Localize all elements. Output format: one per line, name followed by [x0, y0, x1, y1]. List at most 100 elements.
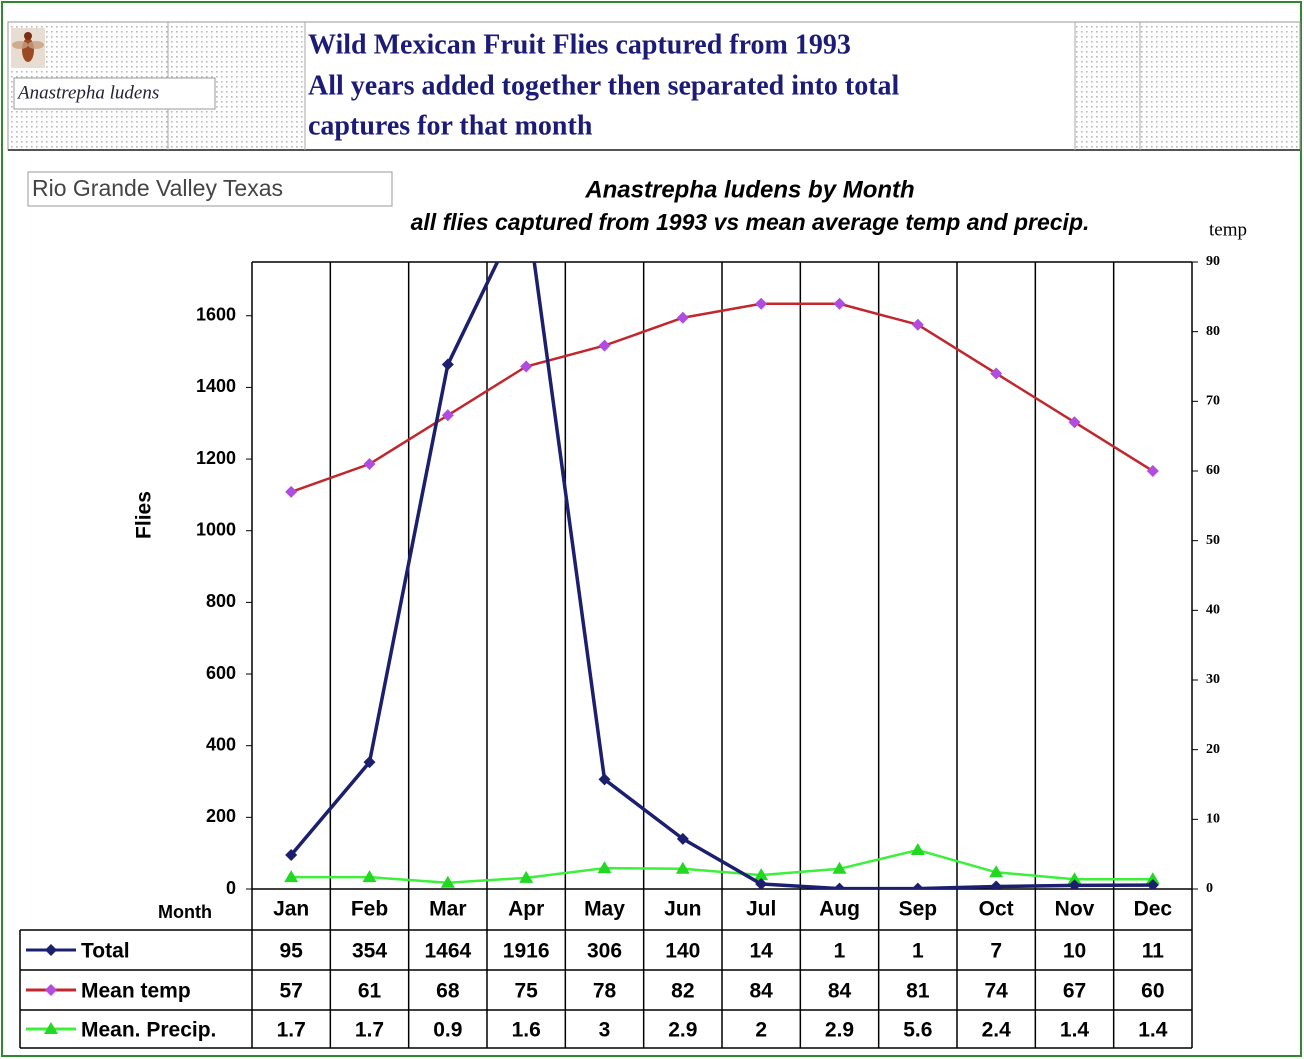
- x-tick-label: Apr: [508, 898, 544, 921]
- table-value: 78: [593, 980, 617, 1003]
- point: [441, 358, 454, 371]
- table-corner: Month: [158, 902, 212, 922]
- table-value: 1.6: [512, 1019, 541, 1042]
- table-value: 14: [749, 940, 773, 963]
- point: [285, 848, 298, 861]
- point: [285, 485, 298, 498]
- y-axis-label: Flies: [133, 491, 156, 539]
- table-value: 95: [279, 940, 303, 963]
- y-tick-label: 400: [206, 734, 236, 754]
- point: [989, 865, 1004, 878]
- table-value: 2.4: [982, 1019, 1012, 1042]
- icon-label-box: [13, 77, 216, 110]
- point: [1145, 872, 1160, 885]
- x-tick-label: Aug: [819, 898, 860, 921]
- point: [675, 861, 690, 874]
- table-value: 5.6: [903, 1019, 932, 1042]
- point: [911, 882, 924, 889]
- point: [363, 458, 376, 471]
- table-value: 84: [749, 980, 773, 1003]
- point: [597, 861, 612, 874]
- icon-label: Anastrepha ludens: [16, 82, 159, 103]
- y-tick-label: 1400: [196, 376, 236, 396]
- x-tick-label: Jan: [273, 898, 309, 921]
- table-value: 61: [358, 980, 382, 1003]
- y2-tick-label: 0: [1206, 881, 1213, 896]
- point: [910, 842, 925, 855]
- table-value: 81: [906, 980, 930, 1003]
- point: [755, 297, 768, 310]
- table-value: 2: [755, 1019, 767, 1042]
- y2-tick-label: 10: [1206, 812, 1220, 827]
- point: [1146, 879, 1159, 889]
- table-lines: [19, 929, 1192, 1049]
- point: [363, 756, 376, 769]
- y2-tick-label: 30: [1206, 672, 1220, 687]
- point: [284, 870, 299, 883]
- table-value: 2.9: [825, 1019, 854, 1042]
- point: [1068, 416, 1081, 429]
- y2-axis-label: temp: [1209, 219, 1247, 240]
- table-value: 74: [984, 980, 1008, 1003]
- point: [362, 870, 377, 883]
- x-tick-label: May: [584, 898, 625, 921]
- legend-label: Mean. Precip.: [81, 1019, 216, 1042]
- point: [676, 832, 689, 845]
- table-value: 67: [1063, 980, 1086, 1003]
- point: [519, 870, 534, 883]
- header-title: Wild Mexican Fruit Flies captured from 1…: [308, 29, 851, 60]
- chart-title: Anastrepha ludens by Month: [584, 176, 914, 203]
- point: [1067, 872, 1082, 885]
- y2-tick-label: 50: [1206, 533, 1220, 548]
- point: [754, 868, 769, 881]
- series-line: [289, 262, 1153, 889]
- y2-tick-label: 90: [1206, 254, 1220, 269]
- table-value: 140: [665, 940, 700, 963]
- point: [676, 311, 689, 324]
- table-value: 1: [834, 940, 846, 963]
- table-value: 10: [1063, 940, 1086, 963]
- x-tick-label: Feb: [351, 898, 388, 921]
- point: [911, 318, 924, 331]
- location-box: [27, 171, 393, 207]
- point: [833, 882, 846, 889]
- table-value: 68: [436, 980, 460, 1003]
- point: [440, 875, 455, 888]
- y-tick-label: 1200: [196, 448, 236, 468]
- y-tick-label: 1600: [196, 304, 236, 324]
- table-value: 306: [587, 940, 622, 963]
- y-tick-label: 800: [206, 591, 236, 611]
- table-value: 11: [1142, 940, 1165, 963]
- header-title: All years added together then separated …: [308, 70, 900, 101]
- table-value: 1916: [503, 940, 550, 963]
- point: [990, 367, 1003, 380]
- y-tick-label: 1000: [196, 519, 236, 539]
- y2-tick-label: 20: [1206, 742, 1220, 757]
- y-tick-label: 600: [206, 663, 236, 683]
- y2-tick-label: 60: [1206, 463, 1220, 478]
- table-value: 57: [279, 980, 302, 1003]
- legend-marker: [44, 1022, 58, 1034]
- table-value: 1.4: [1060, 1019, 1090, 1042]
- table-value: 82: [671, 980, 694, 1003]
- table-value: 84: [828, 980, 852, 1003]
- y2-tick-label: 40: [1206, 603, 1220, 618]
- point: [755, 877, 768, 889]
- table-value: 75: [514, 980, 538, 1003]
- table-value: 1.4: [1138, 1019, 1168, 1042]
- location: Rio Grande Valley Texas: [32, 175, 283, 201]
- y2-tick-label: 80: [1206, 324, 1220, 339]
- table-value: 0.9: [433, 1019, 462, 1042]
- legend-label: Mean temp: [81, 980, 191, 1003]
- x-tick-label: Jun: [664, 898, 701, 921]
- x-tick-label: Sep: [899, 898, 938, 921]
- header-cell: [1075, 22, 1300, 150]
- table-value: 354: [352, 940, 387, 963]
- point: [520, 360, 533, 373]
- table-value: 1.7: [355, 1019, 384, 1042]
- point: [1146, 465, 1159, 477]
- legend-label: Total: [81, 940, 130, 963]
- table-value: 7: [990, 940, 1002, 963]
